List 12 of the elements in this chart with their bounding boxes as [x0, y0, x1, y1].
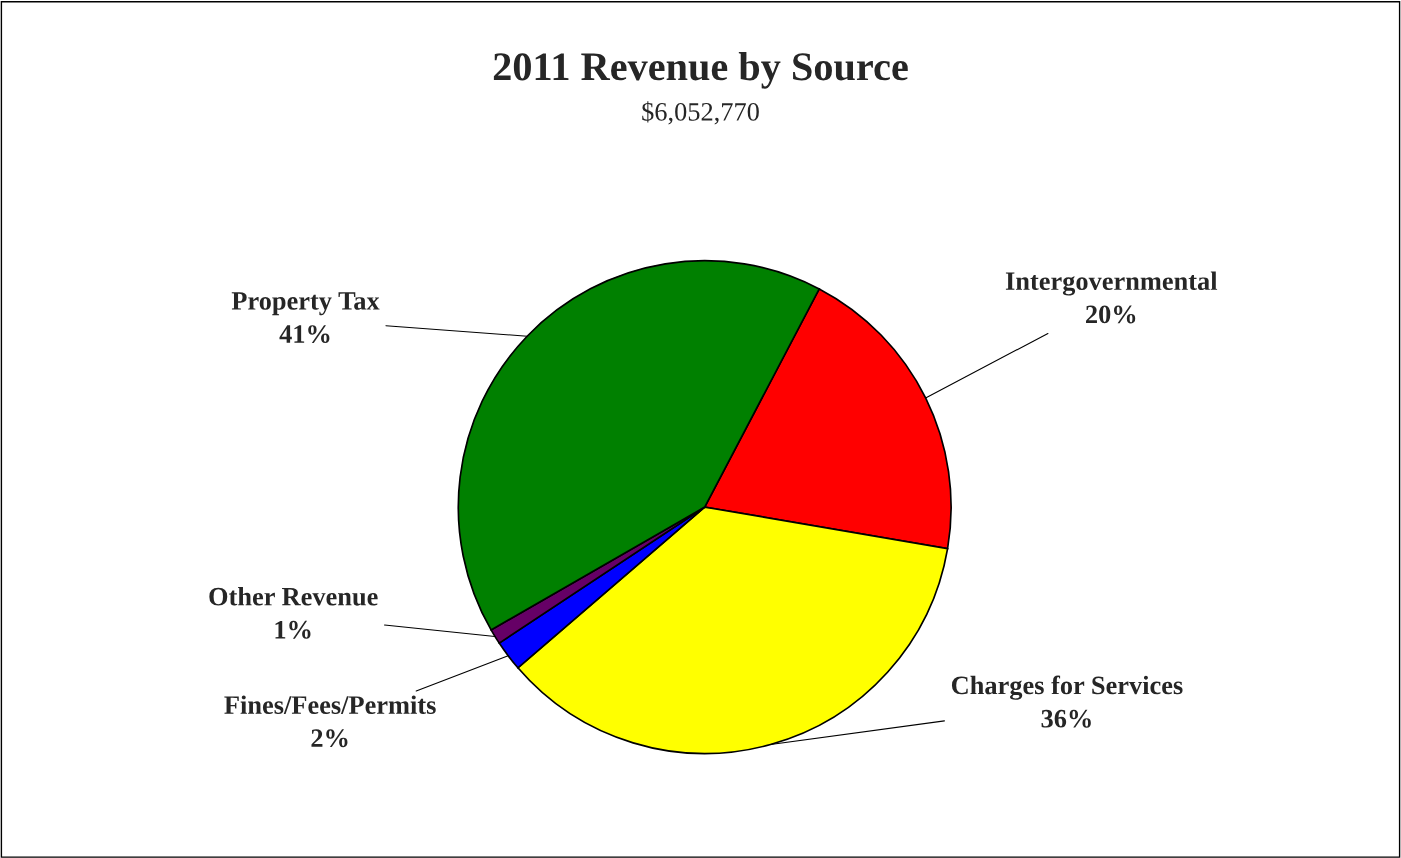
chart-title: 2011 Revenue by Source [493, 52, 908, 89]
slice-label: Other Revenue [209, 586, 378, 606]
data-label: 2% [311, 729, 348, 748]
slice-label: Intergovernmental [1005, 271, 1218, 296]
data-label: 1% [275, 620, 311, 639]
data-label: 41% [279, 325, 330, 344]
slice-label: Fines/Fees/Permits [224, 695, 436, 714]
data-label: 20% [1086, 305, 1136, 324]
slice-label: Property Tax [231, 292, 380, 316]
data-label: 36% [1041, 709, 1091, 728]
slice-label: Charges for Services [951, 675, 1183, 700]
chart-subtitle: $6,052,770 [642, 101, 759, 125]
